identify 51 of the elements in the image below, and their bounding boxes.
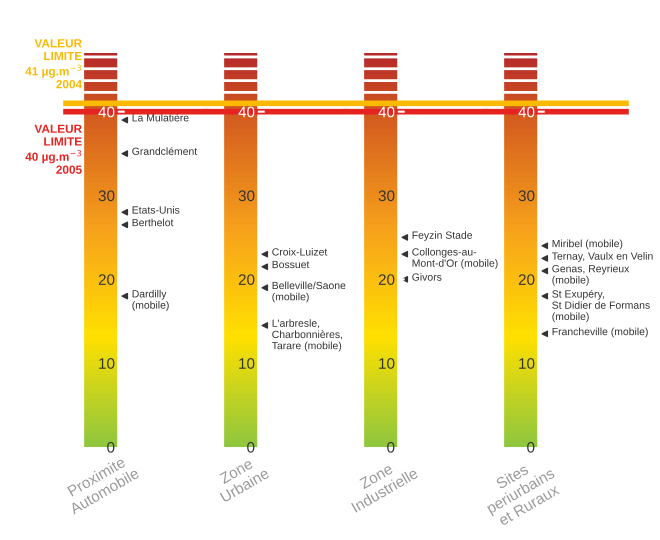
data-label: Bossuet — [272, 260, 310, 268]
point — [262, 263, 268, 270]
y-tick-label: 40 — [378, 106, 394, 118]
data-label: Ternay, Vaulx en Velin — [552, 252, 653, 262]
y-tick-label: 40 — [238, 106, 254, 118]
data-label: Francheville (mobile) — [552, 328, 648, 338]
y-tick-label: 30 — [378, 190, 394, 202]
data-label: Etats-Unis — [132, 206, 180, 214]
point — [122, 292, 128, 300]
y-tick-label: 10 — [99, 358, 114, 369]
point — [262, 322, 268, 329]
point — [262, 250, 268, 258]
point — [122, 150, 128, 157]
data-label: Feyzin Stade — [412, 231, 472, 241]
data-label: Dardilly (mobile) — [132, 290, 169, 311]
point — [122, 116, 128, 124]
point — [262, 284, 268, 292]
y-tick-label: 40 — [518, 106, 534, 118]
point — [122, 208, 128, 216]
data-label: Miribel (mobile) — [552, 240, 622, 250]
data-label: Grandclément — [132, 147, 198, 155]
data-label: Belleville/Saone (mobile) — [272, 281, 346, 302]
point — [542, 330, 548, 338]
point — [542, 255, 548, 262]
ref-line-label: VALEUR LIMITE 40 µg.m$^{−3}$ 2005 — [25, 124, 82, 174]
data-label: Berthelot — [132, 218, 174, 226]
data-label: St Exupéry, St Didier de Formans (mobile) — [552, 290, 650, 322]
point — [542, 292, 548, 300]
ref-line-label: VALEUR LIMITE 41 µg.m$^{−3}$ 2004 — [25, 39, 82, 88]
point — [402, 234, 408, 241]
y-tick-label: 30 — [518, 190, 534, 202]
y-tick-label: 20 — [98, 274, 114, 286]
data-label: Croix-Luizet — [272, 248, 328, 256]
y-tick-label: 30 — [238, 190, 254, 202]
point — [542, 268, 548, 274]
point — [122, 222, 128, 228]
data-label: La Mulatière — [132, 114, 189, 122]
y-tick-label: 10 — [379, 358, 394, 369]
data-label: L'arbresle, Charbonnières, Tarare (mobile) — [272, 319, 342, 352]
point — [402, 250, 408, 258]
y-tick-label: 20 — [518, 274, 534, 286]
y-tick-label: 20 — [378, 274, 394, 286]
y-tick-label: 20 — [238, 274, 254, 286]
y-tick-label: 30 — [98, 190, 114, 202]
y-tick-label: 40 — [98, 106, 114, 118]
y-tick-label: 10 — [519, 358, 534, 369]
data-label: Collonges-au- Mont-d'Or (mobile) — [412, 248, 498, 269]
data-label: Genas, Reyrieux (mobile) — [552, 264, 630, 286]
y-tick-label: 10 — [239, 358, 254, 369]
point — [542, 242, 548, 250]
data-label: Givors — [412, 273, 442, 281]
